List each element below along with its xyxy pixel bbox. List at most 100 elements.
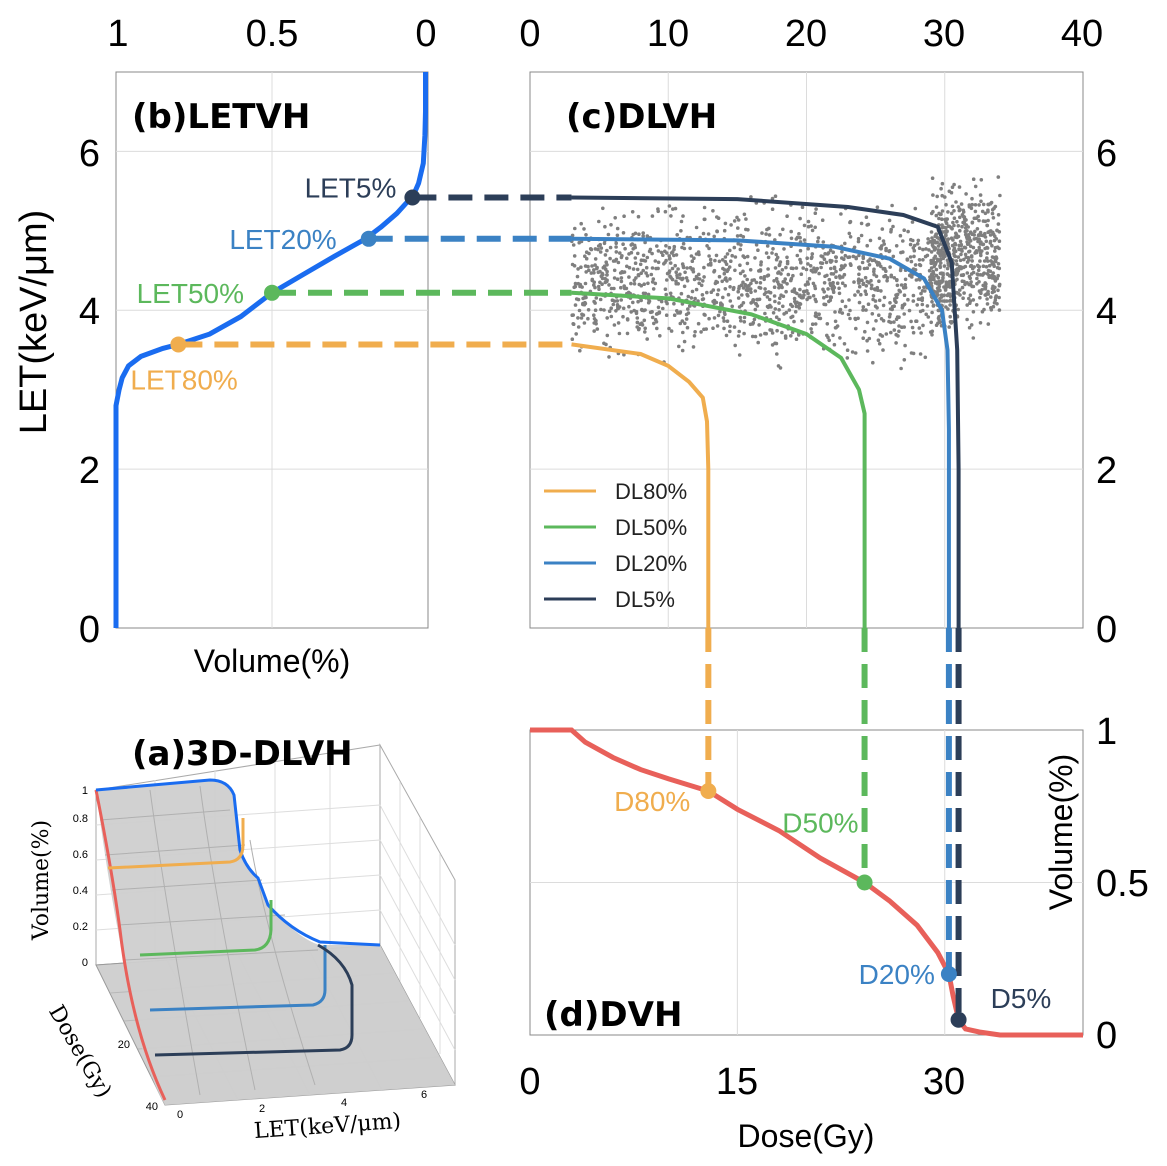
scatter-point [993, 279, 998, 283]
scatter-point [741, 269, 745, 274]
scatter-point [637, 232, 641, 236]
scatter-point [996, 222, 1001, 226]
scatter-point [996, 262, 1001, 266]
scatter-point [742, 255, 747, 260]
scatter-point [961, 273, 966, 277]
scatter-point [854, 256, 858, 261]
scatter-point [749, 301, 753, 305]
scatter-point [813, 322, 818, 326]
scatter-point [810, 322, 815, 327]
scatter-point [930, 176, 935, 180]
scatter-point [881, 348, 885, 352]
scatter-point [940, 250, 944, 254]
scatter-point [672, 301, 676, 306]
dlvh-panel: (c)DLVH 0 10 20 30 40 0 2 4 6 DL80% DL50… [519, 13, 1117, 651]
scatter-point [737, 329, 741, 334]
scatter-point [712, 316, 717, 320]
scatter-point [795, 253, 800, 258]
scatter-point [929, 281, 934, 286]
scatter-point [595, 265, 599, 270]
scatter-point [619, 276, 624, 280]
scatter-point [842, 272, 847, 277]
scatter-point [987, 275, 991, 280]
scatter-point [936, 293, 940, 297]
scatter-point [977, 265, 982, 269]
scatter-point [954, 268, 958, 272]
scatter-point [968, 239, 973, 243]
scatter-point [766, 255, 771, 260]
scatter-point [753, 334, 758, 339]
3d-xtick-2: 2 [259, 1103, 265, 1115]
scatter-point [947, 325, 951, 329]
scatter-point [828, 258, 832, 263]
scatter-point [692, 277, 697, 282]
scatter-point [764, 290, 768, 295]
scatter-point [757, 285, 761, 290]
scatter-point [732, 219, 737, 223]
scatter-point [965, 236, 969, 241]
scatter-point [759, 260, 763, 264]
scatter-point [656, 249, 661, 253]
scatter-point [749, 281, 753, 286]
scatter-point [583, 281, 588, 286]
scatter-point [814, 299, 818, 304]
scatter-point [793, 310, 798, 314]
scatter-point [728, 329, 732, 334]
scatter-point [915, 303, 919, 307]
scatter-point [839, 212, 843, 216]
scatter-point [701, 279, 705, 283]
scatter-point [967, 296, 971, 301]
scatter-point [723, 259, 728, 264]
scatter-point [742, 331, 746, 336]
scatter-point [599, 274, 604, 279]
scatter-point [592, 329, 596, 333]
scatter-point [770, 196, 775, 201]
scatter-point [612, 268, 617, 273]
scatter-point [953, 241, 957, 246]
marker-let5% [404, 189, 421, 206]
scatter-point [938, 254, 943, 258]
scatter-point [579, 265, 583, 270]
scatter-point [797, 232, 801, 236]
scatter-point [977, 245, 981, 250]
scatter-point [925, 304, 930, 308]
scatter-point [774, 257, 779, 262]
scatter-point [667, 257, 672, 261]
scatter-point [722, 319, 726, 323]
scatter-point [819, 254, 823, 258]
scatter-point [650, 280, 655, 284]
scatter-point [644, 271, 648, 275]
scatter-point [692, 256, 696, 261]
scatter-point [706, 232, 711, 236]
scatter-point [738, 271, 743, 276]
scatter-point [834, 259, 838, 264]
scatter-point [913, 206, 918, 211]
scatter-point [968, 276, 972, 281]
dlvh-xtick-10: 10 [647, 13, 689, 55]
scatter-point [825, 294, 829, 299]
scatter-point [822, 257, 827, 262]
scatter-point [917, 258, 922, 262]
scatter-point [634, 311, 639, 316]
scatter-point [798, 235, 802, 240]
scatter-point [645, 255, 650, 260]
dvh-panel: (d)DVH 0 15 30 0 0.5 1 Dose(Gy) Volume(%… [519, 711, 1148, 1154]
letvh-ytick-4: 4 [79, 291, 100, 333]
letvh-grid [116, 72, 428, 628]
scatter-point [840, 250, 844, 254]
scatter-point [760, 231, 764, 235]
dvh-xlabel: Dose(Gy) [738, 1118, 875, 1154]
scatter-point [811, 281, 816, 286]
scatter-point [980, 288, 984, 292]
scatter-point [890, 307, 894, 312]
scatter-point [975, 281, 979, 286]
scatter-point [958, 293, 962, 297]
scatter-point [997, 295, 1001, 300]
scatter-point [590, 264, 594, 268]
scatter-point [748, 268, 753, 272]
scatter-point [596, 284, 601, 289]
scatter-point [868, 238, 873, 243]
scatter-point [981, 219, 986, 223]
scatter-point [837, 310, 842, 314]
scatter-point [736, 218, 741, 222]
